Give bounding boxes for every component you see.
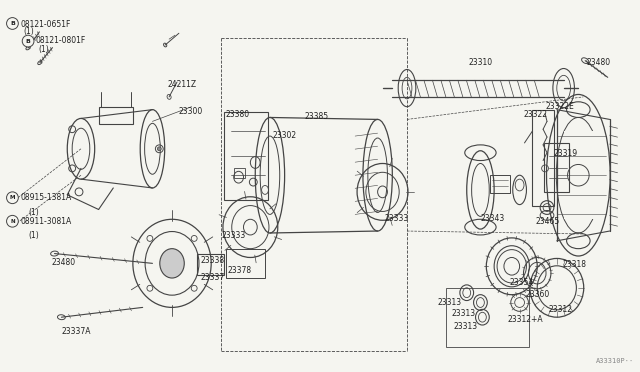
Circle shape xyxy=(22,35,34,47)
Text: 08915-1381A: 08915-1381A xyxy=(20,193,72,202)
Bar xyxy=(224,112,268,200)
Text: 23385: 23385 xyxy=(304,112,328,121)
Text: 23333: 23333 xyxy=(385,214,409,224)
Text: 23300: 23300 xyxy=(179,107,203,116)
Text: 23313: 23313 xyxy=(451,310,475,318)
Text: 23354: 23354 xyxy=(510,278,534,287)
Text: 23318: 23318 xyxy=(563,260,587,269)
Text: 08911-3081A: 08911-3081A xyxy=(20,217,72,226)
Text: 23360: 23360 xyxy=(525,290,550,299)
Bar xyxy=(446,288,529,347)
Bar xyxy=(234,169,246,178)
Text: A33310P··: A33310P·· xyxy=(596,358,634,364)
Text: 23337A: 23337A xyxy=(61,327,91,336)
Text: 23312+A: 23312+A xyxy=(508,315,543,324)
Text: 23322: 23322 xyxy=(524,110,547,119)
Text: 23313: 23313 xyxy=(437,298,461,307)
Bar xyxy=(544,143,568,192)
Text: B: B xyxy=(10,21,15,26)
Text: 23338: 23338 xyxy=(200,256,225,266)
Text: M: M xyxy=(10,195,15,200)
Bar xyxy=(564,131,603,219)
Text: 23380: 23380 xyxy=(226,110,250,119)
Text: 23480: 23480 xyxy=(52,259,76,267)
Text: 23465: 23465 xyxy=(535,217,559,226)
Text: 23480: 23480 xyxy=(586,58,611,67)
Text: 23343: 23343 xyxy=(481,214,505,224)
Text: (1): (1) xyxy=(28,208,39,217)
Text: 08121-0651F: 08121-0651F xyxy=(20,20,70,29)
Text: (1): (1) xyxy=(38,45,49,54)
Text: 23378: 23378 xyxy=(228,266,252,275)
Text: 23302: 23302 xyxy=(273,131,297,140)
Bar xyxy=(490,175,510,193)
Text: 23319: 23319 xyxy=(554,149,578,158)
Circle shape xyxy=(6,215,19,227)
Bar xyxy=(99,107,133,124)
Text: 23310: 23310 xyxy=(468,58,493,67)
Text: (1): (1) xyxy=(28,231,39,240)
Text: 24211Z: 24211Z xyxy=(167,80,196,89)
Text: N: N xyxy=(10,219,15,224)
Bar xyxy=(226,248,265,278)
Ellipse shape xyxy=(157,147,161,151)
Text: 23313: 23313 xyxy=(453,322,477,331)
Circle shape xyxy=(6,192,19,203)
Ellipse shape xyxy=(160,248,184,278)
Text: 08121-0801F: 08121-0801F xyxy=(36,36,86,45)
Text: 23337: 23337 xyxy=(200,273,225,282)
Text: 23322E: 23322E xyxy=(545,102,574,111)
Text: B: B xyxy=(26,39,31,44)
Text: (1): (1) xyxy=(23,28,34,36)
Bar xyxy=(532,110,554,206)
Bar xyxy=(196,254,224,275)
Circle shape xyxy=(6,17,19,29)
Text: 23312: 23312 xyxy=(549,305,573,314)
Text: 23333: 23333 xyxy=(222,231,246,240)
